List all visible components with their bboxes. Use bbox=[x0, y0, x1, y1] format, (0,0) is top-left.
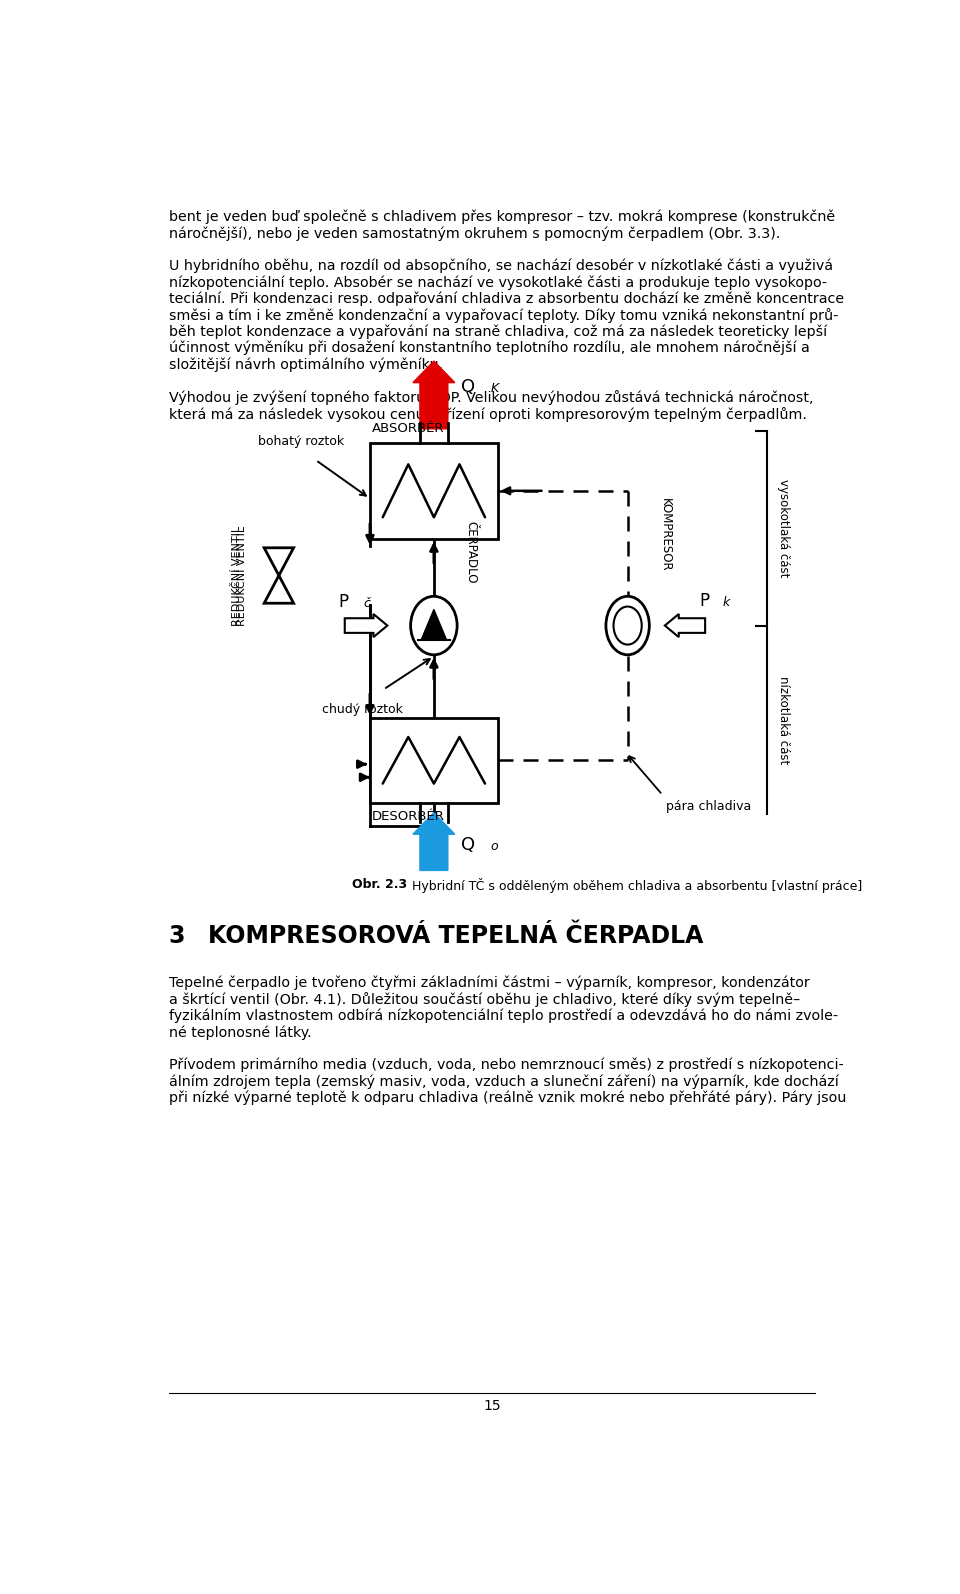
Text: k: k bbox=[722, 596, 730, 609]
Text: účinnost výměníku při dosažení konstantního teplotního rozdílu, ale mnohem nároč: účinnost výměníku při dosažení konstantn… bbox=[169, 341, 809, 355]
Text: Obr. 2.3: Obr. 2.3 bbox=[352, 878, 408, 891]
Text: ČERPADLO: ČERPADLO bbox=[465, 521, 478, 583]
Text: běh teplot kondenzace a vypařování na straně chladiva, což má za následek teoret: běh teplot kondenzace a vypařování na st… bbox=[169, 325, 827, 340]
Text: KOMPRESOROVÁ TEPELNÁ ČERPADLA: KOMPRESOROVÁ TEPELNÁ ČERPADLA bbox=[207, 925, 703, 948]
Text: nízkotlaká část: nízkotlaká část bbox=[778, 676, 790, 764]
Text: REDUKČNÍ VENTIL: REDUKČNÍ VENTIL bbox=[232, 526, 243, 625]
Text: Q: Q bbox=[461, 835, 475, 854]
Text: složitější návrh optimálního výměníku.: složitější návrh optimálního výměníku. bbox=[169, 357, 443, 371]
Text: směsi a tím i ke změně kondenzační a vypařovací teploty. Díky tomu vzniká nekons: směsi a tím i ke změně kondenzační a vyp… bbox=[169, 308, 838, 324]
Bar bbox=[370, 717, 498, 803]
Ellipse shape bbox=[606, 596, 649, 655]
Polygon shape bbox=[421, 609, 446, 641]
Text: nízkopotenciální teplo. Absobér se nachází ve vysokotlaké části a produkuje tepl: nízkopotenciální teplo. Absobér se nachá… bbox=[169, 276, 827, 290]
Text: a škrtící ventil (Obr. 4.1). Důležitou součástí oběhu je chladivo, které díky sv: a škrtící ventil (Obr. 4.1). Důležitou s… bbox=[169, 993, 800, 1007]
Text: o: o bbox=[491, 840, 498, 853]
Text: P: P bbox=[699, 591, 709, 611]
Text: 15: 15 bbox=[483, 1398, 501, 1412]
Text: Výhodou je zvýšení topného faktoru COP. Velikou nevýhodou zůstává technická náro: Výhodou je zvýšení topného faktoru COP. … bbox=[169, 391, 813, 405]
Text: Q: Q bbox=[461, 378, 475, 397]
Text: Hybridní TČ s odděleným oběhem chladiva a absorbentu [vlastní práce]: Hybridní TČ s odděleným oběhem chladiva … bbox=[408, 878, 862, 893]
Text: álním zdrojem tepla (zemský masiv, voda, vzduch a sluneční záření) na výparník, : álním zdrojem tepla (zemský masiv, voda,… bbox=[169, 1074, 839, 1089]
Bar bbox=[370, 443, 498, 539]
Text: U hybridního oběhu, na rozdíl od absopčního, se nachází desobér v nízkotlaké čás: U hybridního oběhu, na rozdíl od absopčn… bbox=[169, 258, 833, 274]
FancyArrow shape bbox=[665, 614, 706, 638]
Text: bent je veden buď společně s chladivem přes kompresor – tzv. mokrá komprese (kon: bent je veden buď společně s chladivem p… bbox=[169, 210, 835, 225]
Text: né teplonosné látky.: né teplonosné látky. bbox=[169, 1025, 311, 1039]
Text: náročnější), nebo je veden samostatným okruhem s pomocným čerpadlem (Obr. 3.3).: náročnější), nebo je veden samostatným o… bbox=[169, 226, 780, 241]
Text: ABSORBÉR: ABSORBÉR bbox=[372, 422, 444, 435]
Text: při nízké výparné teplotě k odparu chladiva (reálně vznik mokré nebo přehřáté pá: při nízké výparné teplotě k odparu chlad… bbox=[169, 1090, 846, 1105]
Text: č: č bbox=[363, 598, 371, 611]
Text: vysokotlaká část: vysokotlaká část bbox=[778, 480, 790, 577]
Text: pára chladiva: pára chladiva bbox=[666, 800, 752, 813]
Text: P: P bbox=[339, 593, 348, 612]
Text: DESORBÉR: DESORBÉR bbox=[372, 810, 444, 824]
Text: KOMPRESOR: KOMPRESOR bbox=[659, 497, 672, 572]
Text: Tepelné čerpadlo je tvořeno čtyřmi základními částmi – výparník, kompresor, kond: Tepelné čerpadlo je tvořeno čtyřmi zákla… bbox=[169, 976, 809, 990]
Text: Přívodem primárního media (vzduch, voda, nebo nemrznoucí směs) z prostředí s níz: Přívodem primárního media (vzduch, voda,… bbox=[169, 1058, 844, 1073]
Text: bohatý roztok: bohatý roztok bbox=[257, 435, 344, 448]
Text: chudý roztok: chudý roztok bbox=[322, 703, 402, 716]
Text: 3: 3 bbox=[169, 925, 185, 948]
Ellipse shape bbox=[411, 596, 457, 655]
Text: REDUKČNÍ VENTIL: REDUKČNÍ VENTIL bbox=[237, 526, 247, 625]
Text: teciální. Při kondenzaci resp. odpařování chladiva z absorbentu dochází ke změně: teciální. Při kondenzaci resp. odpařován… bbox=[169, 292, 844, 306]
FancyArrow shape bbox=[413, 362, 455, 429]
FancyArrow shape bbox=[413, 813, 455, 870]
Polygon shape bbox=[264, 575, 294, 603]
Text: která má za následek vysokou cenu zařízení oproti kompresorovým tepelným čerpadl: která má za následek vysokou cenu zaříze… bbox=[169, 406, 806, 421]
FancyArrow shape bbox=[345, 614, 388, 638]
Text: fyzikálním vlastnostem odbírá nízkopotenciální teplo prostředí a odevzdává ho do: fyzikálním vlastnostem odbírá nízkopoten… bbox=[169, 1009, 838, 1023]
Polygon shape bbox=[264, 548, 294, 575]
Text: K: K bbox=[491, 383, 498, 395]
Ellipse shape bbox=[613, 607, 641, 644]
